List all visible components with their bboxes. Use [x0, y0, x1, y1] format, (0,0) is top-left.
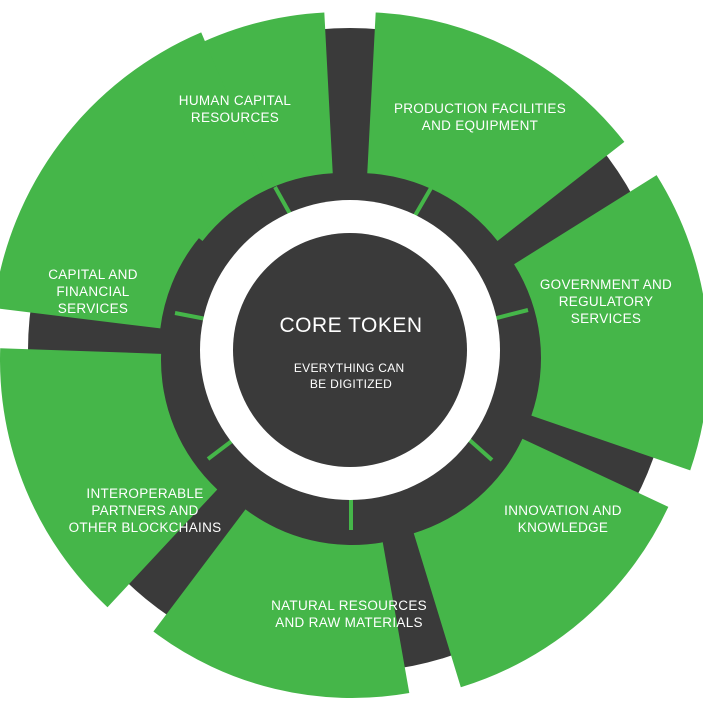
label-line: HUMAN CAPITAL — [179, 93, 292, 108]
label-line: GOVERNMENT AND — [540, 277, 672, 292]
label-line: INNOVATION AND — [504, 503, 622, 518]
label-line: AND RAW MATERIALS — [275, 615, 423, 630]
label-line: KNOWLEDGE — [518, 520, 608, 535]
core-circle — [233, 233, 467, 467]
core-subtitle: EVERYTHING CAN BE DIGITIZED — [294, 361, 408, 391]
core-subtitle-line: EVERYTHING CAN — [294, 361, 405, 375]
label-line: NATURAL RESOURCES — [271, 598, 427, 613]
label-line: REGULATORY — [559, 294, 654, 309]
label-line: PRODUCTION FACILITIES — [394, 101, 566, 116]
core-title: CORE TOKEN — [279, 314, 422, 337]
label-line: PARTNERS AND — [91, 503, 198, 518]
segments-layer — [0, 12, 703, 698]
segment-capital-financial — [0, 32, 267, 329]
labels-layer: HUMAN CAPITAL RESOURCES PRODUCTION FACILIT… — [48, 93, 672, 630]
segment-government-regulatory — [514, 175, 703, 471]
segment-natural-resources — [153, 509, 410, 698]
segment-production-facilities — [367, 12, 625, 242]
core-subtitle-line: BE DIGITIZED — [310, 377, 392, 391]
label-line: AND EQUIPMENT — [422, 118, 538, 133]
label-innovation-knowledge: INNOVATION AND KNOWLEDGE — [504, 503, 622, 535]
label-interoperable-partners: INTEROPERABLE PARTNERS AND OTHER BLOCKCHAI… — [69, 486, 222, 535]
label-line: OTHER BLOCKCHAINS — [69, 520, 222, 535]
segment-innovation-knowledge — [413, 438, 669, 688]
label-capital-financial: CAPITAL AND FINANCIAL SERVICES — [48, 267, 138, 316]
label-natural-resources: NATURAL RESOURCES AND RAW MATERIALS — [271, 598, 427, 630]
arrow-shaft — [492, 308, 529, 321]
label-production-facilities: PRODUCTION FACILITIES AND EQUIPMENT — [394, 101, 566, 133]
label-government-regulatory: GOVERNMENT AND REGULATORY SERVICES — [540, 277, 672, 326]
label-line: CAPITAL AND — [48, 267, 138, 282]
label-human-capital: HUMAN CAPITAL RESOURCES — [179, 93, 292, 125]
label-line: SERVICES — [58, 301, 128, 316]
segment-interoperable-partners — [0, 348, 218, 608]
label-line: FINANCIAL — [56, 284, 129, 299]
label-line: RESOURCES — [191, 110, 279, 125]
label-line: INTEROPERABLE — [86, 486, 203, 501]
label-line: SERVICES — [571, 311, 641, 326]
